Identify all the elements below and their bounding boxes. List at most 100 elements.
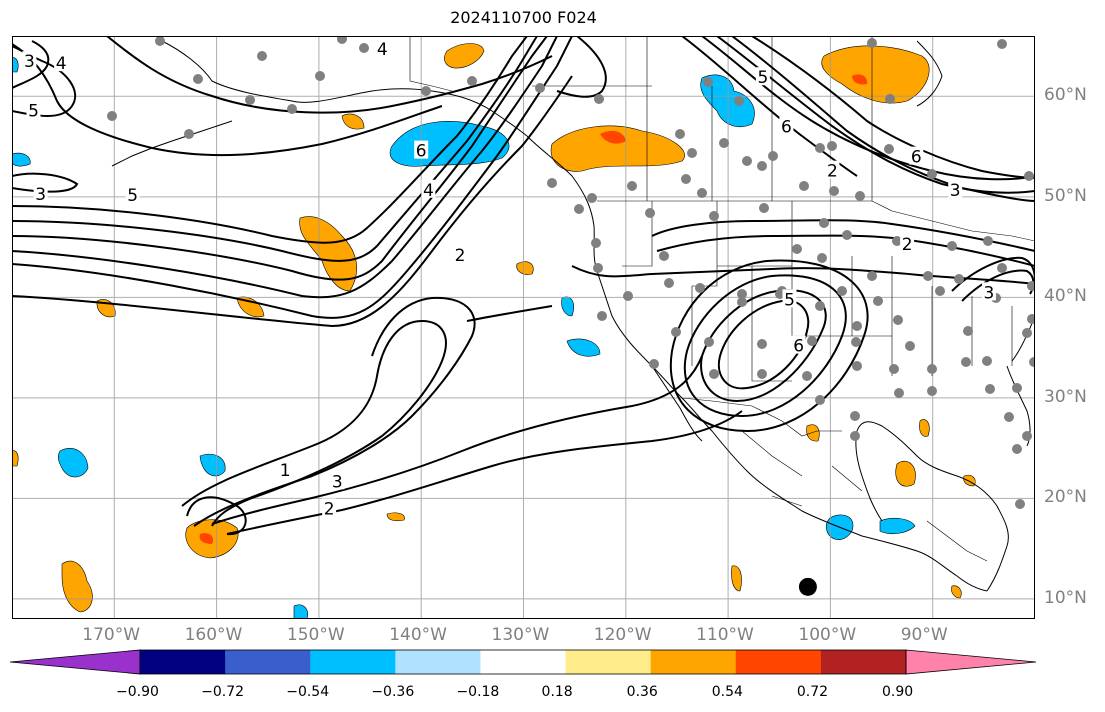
contour-line (186, 496, 247, 536)
contour-label-background (22, 51, 37, 70)
contour-line (12, 36, 538, 262)
colorbar-frame (139, 649, 907, 675)
contour-line (951, 256, 1035, 292)
positive-anomaly-area (341, 113, 365, 130)
longitude-label: 170°W (82, 625, 141, 645)
contour-label-background (825, 160, 840, 179)
anomaly-shading (12, 43, 976, 619)
contour-line (12, 36, 528, 244)
contour-label-background (125, 184, 140, 203)
colorbar-tick-label: −0.54 (286, 684, 330, 700)
contour-line (556, 36, 607, 98)
contour-label: 6 (793, 337, 804, 357)
contour-label: 3 (35, 185, 46, 205)
positive-anomaly-area (951, 585, 962, 599)
colorbar-tick-label: −0.18 (456, 684, 500, 700)
contour-label-background (900, 234, 915, 253)
contour-label-background (779, 116, 794, 135)
aleutian-islands (111, 120, 233, 167)
contour-label-background (33, 183, 48, 202)
longitude-label: 100°W (798, 625, 857, 645)
contour-label: 5 (784, 290, 795, 310)
contour-line (651, 219, 1035, 252)
contour-line (731, 36, 1035, 202)
contour-line (226, 410, 743, 535)
positive-anomaly-core (600, 130, 626, 144)
contour-line (12, 36, 548, 281)
colorbar-tick-label: 0.72 (796, 684, 829, 700)
contour-labels: 4 4 3 5 5 3 6 4 2 5 6 2 6 3 2 3 5 6 1 3 2 (22, 39, 996, 519)
contour-label: 3 (950, 181, 961, 201)
contour-label: 1 (280, 461, 291, 481)
negative-anomaly-area (566, 338, 601, 357)
latitude-label: 40°N (1044, 286, 1087, 307)
latitude-label: 60°N (1044, 85, 1087, 106)
longitude-label: 150°W (286, 625, 345, 645)
contour-label: 4 (423, 181, 434, 201)
positive-anomaly-area (386, 512, 405, 522)
negative-anomaly-area (12, 57, 19, 73)
colorbar-tick-label: 0.36 (626, 684, 658, 700)
positive-anomaly-core (852, 74, 868, 85)
alaska-canada-border (409, 36, 453, 92)
map-frame (12, 36, 1035, 619)
contour-line (683, 274, 847, 418)
colorbar (10, 649, 1036, 675)
contour-label-background (421, 179, 436, 198)
contour-label: 5 (28, 101, 39, 121)
positive-anomaly-area (516, 261, 534, 275)
colorbar-segment (140, 650, 226, 674)
latitude-label: 20°N (1044, 487, 1087, 508)
colorbar-tick-label: −0.36 (371, 684, 415, 700)
north-america-west-coast (526, 135, 988, 592)
contour-label: 3 (24, 52, 35, 72)
contour-label: 6 (781, 117, 792, 137)
latitude-label: 50°N (1044, 185, 1087, 206)
positive-anomaly-area (444, 43, 485, 69)
positive-anomaly-area (731, 565, 742, 592)
negative-anomaly-area (57, 448, 89, 478)
storm-marker (798, 577, 817, 596)
contour-label-background (453, 245, 468, 264)
contour-line (12, 36, 558, 299)
canada-provinces (532, 36, 873, 201)
contour-line (669, 259, 869, 433)
gulf-coast (855, 421, 1009, 592)
contour-line (106, 36, 553, 114)
latitude-label: 10°N (1044, 587, 1087, 608)
contour-label: 6 (416, 142, 427, 162)
contour-line (717, 299, 810, 390)
colorbar-segment (310, 650, 396, 674)
contour-label: 5 (757, 68, 768, 88)
colorbar-tick-label: 0.54 (711, 684, 743, 700)
negative-anomaly-area (700, 74, 755, 128)
contour-label-background (414, 140, 429, 159)
longitude-label: 140°W (389, 625, 447, 645)
colorbar-segment (820, 650, 907, 674)
longitude-label: 120°W (593, 625, 652, 645)
contour-label: 2 (902, 235, 913, 255)
map-panel: 4 4 3 5 5 3 6 4 2 5 6 2 6 3 2 3 5 6 1 3 2 (12, 36, 1035, 619)
colorbar-tick-label: 0.90 (882, 684, 914, 700)
contour-label-background (322, 498, 337, 517)
colorbar-segment (735, 650, 822, 674)
contour-line (700, 289, 827, 403)
negative-anomaly-area (293, 604, 308, 619)
map-title: 2024110700 F024 (450, 8, 597, 27)
contour-label-background (755, 67, 770, 86)
positive-anomaly-area (895, 460, 916, 487)
contour-label-background (791, 335, 806, 354)
colorbar-segment (565, 650, 652, 674)
contour-label: 2 (455, 246, 466, 266)
contour-line (193, 296, 476, 527)
contour-label: 2 (324, 499, 335, 519)
contour-label: 5 (127, 186, 138, 206)
us-mexico-border (681, 397, 842, 437)
hudson-bay-coast (916, 40, 943, 107)
contour-label-background (278, 460, 293, 479)
contour-label-background (909, 146, 924, 165)
positive-anomaly-area (550, 125, 685, 172)
contour-line (751, 36, 1035, 179)
contour-label: 4 (56, 54, 67, 74)
longitude-label: 130°W (491, 625, 550, 645)
